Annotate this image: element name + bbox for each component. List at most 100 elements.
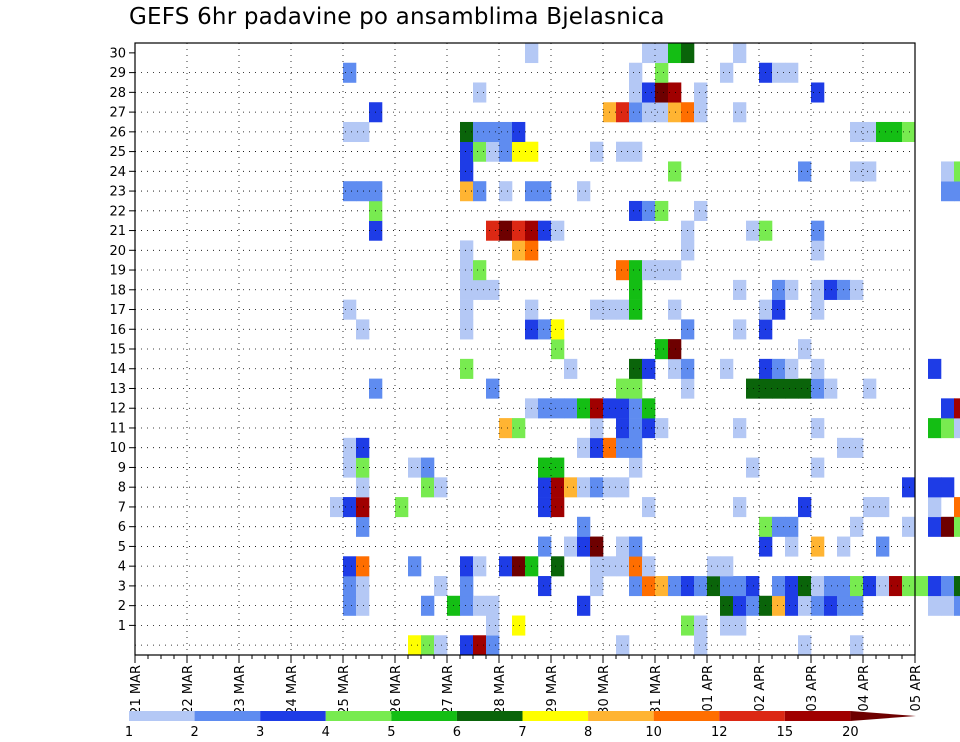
heatmap-cell [616, 102, 630, 123]
heatmap-cell [746, 576, 760, 597]
heatmap-cell [629, 398, 643, 419]
heatmap-cell [655, 418, 669, 439]
colorbar-swatch [391, 711, 457, 721]
heatmap-cell [421, 595, 435, 616]
heatmap-cell [772, 516, 786, 537]
colorbar-label: 1 [125, 725, 133, 740]
heatmap-cell [941, 181, 955, 202]
heatmap-cell [733, 595, 747, 616]
heatmap-cell [876, 536, 890, 557]
x-tick-label: 29 MAR [545, 665, 560, 715]
heatmap-cell [460, 635, 474, 656]
heatmap-cell [538, 477, 552, 498]
y-tick-label: 30 [109, 46, 126, 61]
heatmap-cell [668, 358, 682, 379]
heatmap-cell [486, 595, 500, 616]
heatmap-cell [460, 576, 474, 597]
y-tick-label: 9 [118, 461, 126, 476]
heatmap-cell [395, 497, 409, 518]
heatmap-cell [642, 43, 656, 64]
heatmap-cell [551, 220, 565, 241]
heatmap-cell [512, 418, 526, 439]
heatmap-cell [798, 635, 812, 656]
heatmap-cell [850, 576, 864, 597]
heatmap-cell [655, 339, 669, 360]
heatmap-cell [512, 121, 526, 143]
heatmap-cell [460, 161, 474, 182]
heatmap-cell [798, 576, 812, 597]
heatmap-cell [538, 536, 552, 557]
heatmap-cell [655, 62, 669, 83]
heatmap-cell [499, 181, 513, 202]
heatmap-cell [668, 339, 682, 360]
y-tick-label: 27 [109, 106, 126, 121]
heatmap-cell [551, 457, 565, 478]
heatmap-cell [460, 260, 474, 281]
heatmap-cell [343, 576, 357, 597]
heatmap-cell [863, 497, 877, 518]
heatmap-cell [421, 457, 435, 478]
heatmap-cell [811, 279, 825, 300]
heatmap-cell [902, 477, 916, 498]
heatmap-cell [486, 279, 500, 300]
heatmap-cell [720, 62, 734, 83]
heatmap-cell [655, 200, 669, 221]
heatmap-cell [954, 516, 960, 537]
heatmap-cell [538, 398, 552, 419]
x-tick-label: 25 MAR [337, 665, 352, 715]
heatmap-cell [616, 536, 630, 557]
heatmap-cell [616, 378, 630, 399]
heatmap-cell [642, 102, 656, 123]
heatmap-cell [343, 437, 357, 458]
heatmap-cell [408, 556, 422, 577]
heatmap-cell [811, 299, 825, 320]
heatmap-cell [551, 477, 565, 498]
y-tick-label: 28 [109, 86, 126, 101]
heatmap-cell [408, 635, 422, 656]
x-tick-label: 31 MAR [649, 665, 664, 715]
heatmap-cell [629, 102, 643, 123]
heatmap-cell [850, 595, 864, 616]
heatmap-cell [824, 279, 838, 300]
heatmap-cell [785, 595, 799, 616]
y-tick-label: 14 [109, 362, 126, 377]
heatmap-cell [421, 635, 435, 656]
colorbar-swatch [850, 711, 916, 721]
heatmap-cell [356, 497, 370, 518]
heatmap-cell [538, 497, 552, 518]
heatmap-cell [941, 398, 955, 419]
heatmap-cell [538, 181, 552, 202]
colorbar-label: 6 [453, 725, 461, 740]
heatmap-cell [473, 595, 487, 616]
heatmap-cell [941, 576, 955, 597]
heatmap-cell [772, 378, 786, 399]
heatmap-cell [928, 418, 942, 439]
heatmap-cell [460, 279, 474, 300]
heatmap-cell [954, 398, 960, 419]
heatmap-cell [694, 200, 708, 221]
heatmap-cell [668, 576, 682, 597]
heatmap-cell [473, 260, 487, 281]
heatmap-cell [551, 398, 565, 419]
colorbar-label: 15 [777, 725, 794, 740]
heatmap-cell [473, 121, 487, 143]
heatmap-cell [733, 576, 747, 597]
x-tick-label: 30 MAR [597, 665, 612, 715]
heatmap-cell [720, 595, 734, 616]
heatmap-cell [642, 398, 656, 419]
heatmap-cell [889, 576, 903, 597]
heatmap-cell [577, 536, 591, 557]
colorbar-label: 3 [256, 725, 264, 740]
x-tick-label: 02 APR [753, 665, 768, 711]
heatmap-cell [551, 319, 565, 340]
heatmap-cell [733, 497, 747, 518]
x-tick-label: 03 APR [805, 665, 820, 711]
heatmap-cell [629, 200, 643, 221]
colorbar-swatch [325, 711, 392, 721]
heatmap-cell [655, 260, 669, 281]
heatmap-cell [785, 536, 799, 557]
heatmap-cell [876, 497, 890, 518]
heatmap-cell [486, 141, 500, 162]
y-tick-label: 24 [109, 165, 126, 180]
x-tick-label: 04 APR [857, 665, 872, 711]
